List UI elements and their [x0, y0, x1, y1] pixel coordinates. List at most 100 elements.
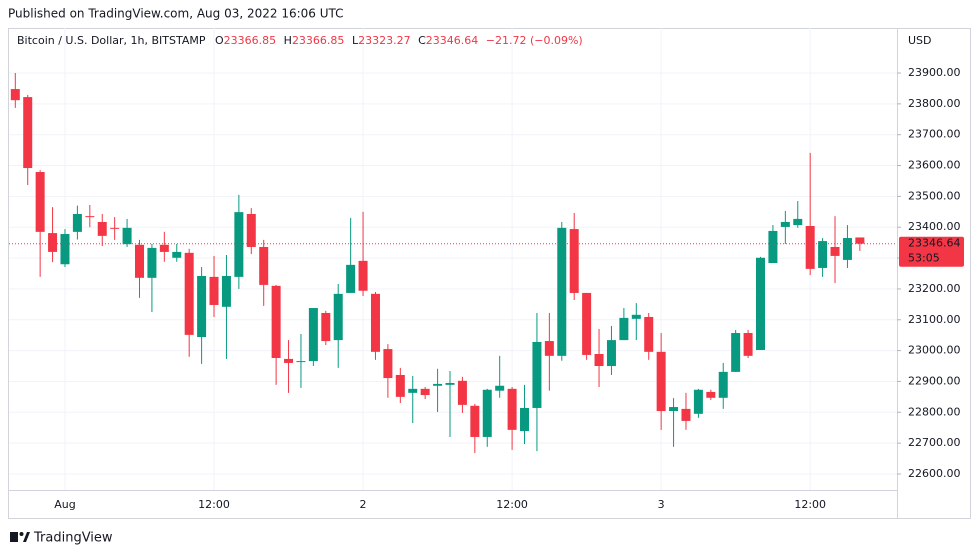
candle-body: [246, 213, 256, 247]
candle-body: [48, 233, 58, 252]
candle-body: [408, 388, 418, 393]
y-tick-label: 23500.00: [908, 189, 961, 202]
candle-body: [122, 227, 132, 245]
overlay: 22600.00 22700.00 22800.00 22900.00 23000.00…: [9, 66, 964, 511]
candle-body: [445, 382, 455, 385]
open-value: 23366.85: [224, 34, 277, 47]
x-tick-label: 12:00: [496, 498, 528, 511]
candle-body: [793, 218, 803, 226]
candle-body: [780, 221, 790, 227]
candle-body: [644, 316, 654, 352]
y-tick-label: 22900.00: [908, 374, 961, 387]
candle-body: [582, 292, 592, 355]
x-tick-label: 12:00: [198, 498, 230, 511]
close-value: 23346.64: [426, 34, 479, 47]
candle-body: [743, 333, 753, 356]
countdown: 53:05: [908, 252, 940, 265]
y-tick-label: 22800.00: [908, 405, 961, 418]
candle-body: [731, 333, 741, 372]
candle-body: [97, 221, 107, 236]
candle-body: [23, 97, 33, 169]
candle-body: [482, 389, 492, 437]
legend: Bitcoin / U.S. Dollar, 1h, BITSTAMP O233…: [17, 34, 583, 47]
x-tick-label: 3: [658, 498, 665, 511]
candle-body: [855, 237, 865, 244]
candle-body: [520, 407, 530, 432]
y-tick-label: 22600.00: [908, 467, 961, 480]
high-value: 23366.85: [292, 34, 345, 47]
candle-body: [308, 308, 318, 362]
candle-body: [358, 260, 368, 291]
low-value: 23323.27: [358, 34, 411, 47]
candle-body: [110, 227, 120, 229]
candle-body: [470, 405, 480, 437]
candle-body: [159, 244, 169, 252]
candle-body: [544, 341, 554, 356]
candle-body: [271, 285, 281, 358]
y-tick-label: 23100.00: [908, 313, 961, 326]
candle-body: [830, 246, 840, 256]
candle-body: [296, 361, 306, 363]
brand-logo: TradingView: [10, 531, 113, 546]
chart-frame: [8, 28, 971, 519]
y-tick-label: 23400.00: [908, 220, 961, 233]
candle-body: [147, 247, 157, 278]
x-tick-label: 2: [360, 498, 367, 511]
candle-body: [420, 388, 430, 396]
currency-label: USD: [908, 34, 932, 47]
change: −21.72 (−0.09%): [486, 34, 583, 47]
brand-name: TradingView: [33, 531, 113, 546]
logo-mark: [10, 532, 18, 542]
candle-body: [818, 241, 828, 268]
candle-body: [135, 244, 144, 278]
candle-body: [72, 213, 82, 232]
candle-body: [706, 391, 716, 398]
high-label: H: [284, 34, 292, 47]
y-tick-label: 23900.00: [908, 66, 961, 79]
candle-body: [433, 383, 443, 386]
candle-body: [532, 341, 542, 408]
candle-body: [656, 351, 666, 412]
candles: [10, 73, 865, 453]
close-label: C: [418, 34, 426, 47]
symbol-title: Bitcoin / U.S. Dollar, 1h, BITSTAMP: [17, 34, 206, 47]
low-label: L: [352, 34, 359, 47]
candle-body: [594, 353, 604, 367]
candle-body: [631, 314, 641, 319]
candle-body: [184, 252, 194, 335]
candle-body: [284, 358, 294, 363]
candle-body: [395, 374, 405, 397]
candle-body: [569, 229, 579, 293]
last-price-label: 23346.64: [908, 237, 961, 250]
candle-body: [669, 407, 679, 412]
candle-body: [681, 408, 691, 421]
candle-body: [172, 251, 182, 258]
last-price-tag: [899, 236, 964, 267]
logo-mark: [19, 532, 24, 536]
candle-body: [234, 212, 244, 277]
y-tick-label: 23200.00: [908, 282, 961, 295]
candle-body: [842, 238, 852, 260]
candle-body: [557, 227, 567, 356]
candle-body: [259, 246, 269, 285]
candle-body: [383, 349, 393, 379]
candle-body: [718, 371, 728, 398]
x-tick-label: 12:00: [794, 498, 826, 511]
logo-mark: [23, 532, 30, 542]
candle-body: [756, 257, 765, 350]
y-tick-label: 22700.00: [908, 436, 961, 449]
y-tick-label: 23600.00: [908, 159, 961, 172]
candle-body: [768, 230, 778, 264]
candle-body: [507, 388, 517, 430]
candle-body: [693, 389, 703, 414]
candle-body: [60, 234, 70, 265]
candle-body: [321, 312, 331, 342]
candle-body: [333, 293, 343, 341]
candle-body: [35, 172, 45, 232]
x-tick-label: Aug: [54, 498, 75, 511]
candle-body: [370, 293, 380, 352]
open-label: O: [215, 34, 224, 47]
candle-body: [606, 340, 616, 367]
